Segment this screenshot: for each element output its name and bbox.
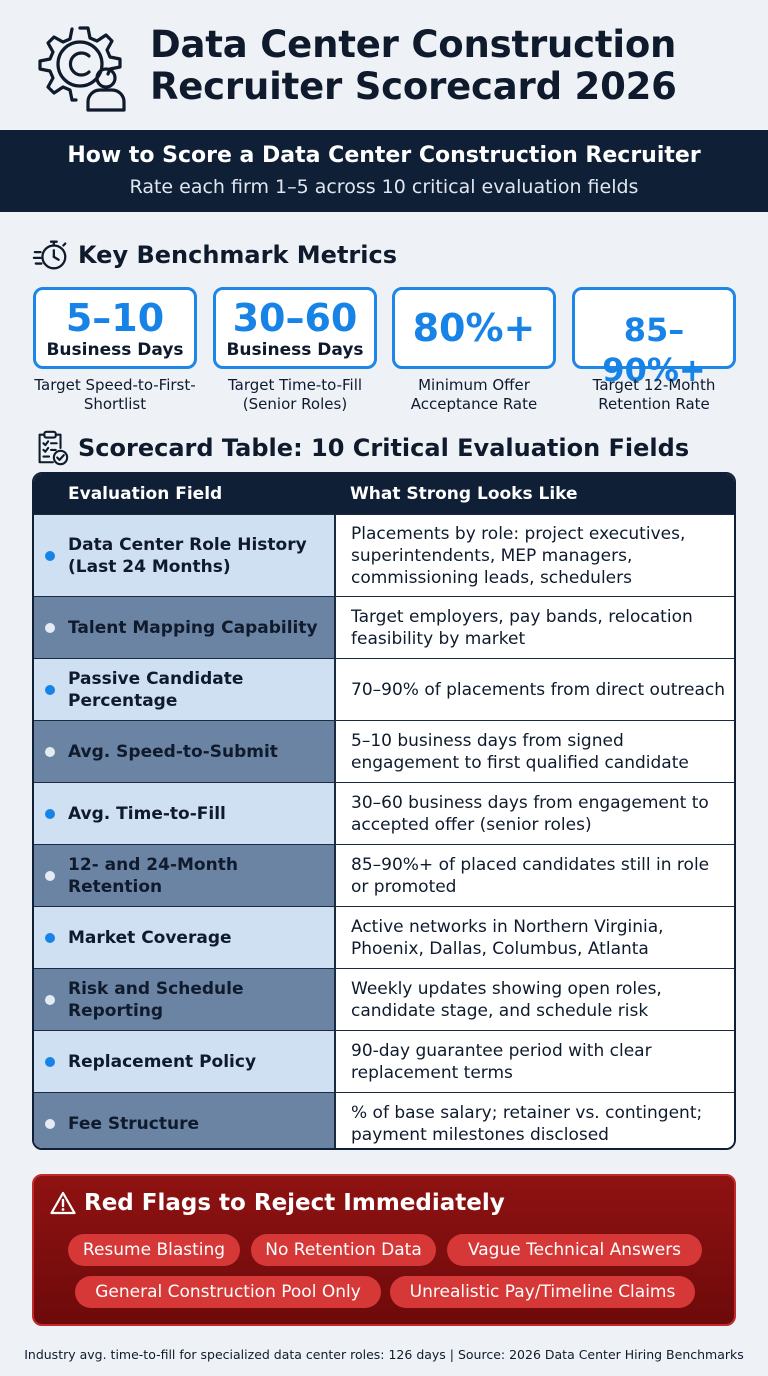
- strong-looks-like-cell: Placements by role: project executives, …: [338, 515, 734, 596]
- strong-looks-like-cell: 30–60 business days from engagement to a…: [338, 783, 734, 844]
- scorecard-heading-text: Scorecard Table: 10 Critical Evaluation …: [78, 434, 690, 462]
- bullet-dot-icon: [45, 622, 55, 633]
- table-header: Evaluation Field What Strong Looks Like: [34, 474, 734, 514]
- evaluation-field-cell: Passive Candidate Percentage: [34, 659, 336, 720]
- banner-title: How to Score a Data Center Construction …: [67, 143, 701, 168]
- metric-value: 85–90%+: [602, 311, 706, 389]
- evaluation-field-text: Avg. Speed-to-Submit: [68, 741, 278, 762]
- evaluation-field-cell: Avg. Speed-to-Submit: [34, 721, 336, 782]
- evaluation-field-cell: 12- and 24-Month Retention: [34, 845, 336, 906]
- table-row: Replacement Policy 90-day guarantee perio…: [34, 1030, 734, 1092]
- red-flags-panel: Red Flags to Reject Immediately Resume B…: [32, 1174, 736, 1326]
- strong-looks-like-cell: 85–90%+ of placed candidates still in ro…: [338, 845, 734, 906]
- evaluation-field-cell: Data Center Role History (Last 24 Months…: [34, 515, 336, 596]
- clipboard-check-icon: [38, 430, 69, 466]
- metric-label: Target 12-Month Retention Rate: [592, 376, 716, 413]
- table-row: Avg. Time-to-Fill 30–60 business days fro…: [34, 782, 734, 844]
- strong-looks-like-cell: 90-day guarantee period with clear repla…: [338, 1031, 734, 1092]
- bullet-dot-icon: [45, 932, 55, 943]
- evaluation-field-cell: Market Coverage: [34, 907, 336, 968]
- metric-unit: Business Days: [226, 340, 364, 360]
- red-flag-tag: Vague Technical Answers: [447, 1234, 702, 1266]
- metric-card-retention: 85–90%+: [572, 287, 736, 389]
- evaluation-field-cell: Risk and Schedule Reporting: [34, 969, 336, 1030]
- intro-banner: How to Score a Data Center Construction …: [0, 130, 768, 212]
- evaluation-field-text: Replacement Policy: [68, 1051, 257, 1072]
- strong-looks-like-cell: Target employers, pay bands, relocation …: [338, 597, 734, 658]
- table-row: 12- and 24-Month Retention 85–90%+ of pla…: [34, 844, 734, 906]
- evaluation-field-text: Fee Structure: [68, 1113, 199, 1134]
- evaluation-field-text: 12- and 24-Month Retention: [68, 854, 238, 897]
- evaluation-field-text: Passive Candidate Percentage: [68, 668, 244, 711]
- metric-card-shortlist: 5–10 Business Days: [33, 287, 197, 369]
- table-row: Data Center Role History (Last 24 Months…: [34, 514, 734, 596]
- red-flags-heading-text: Red Flags to Reject Immediately: [84, 1190, 505, 1216]
- table-row: Risk and Schedule Reporting Weekly update…: [34, 968, 734, 1030]
- page-title: Data Center Construction Recruiter Score…: [150, 24, 677, 108]
- red-flags-heading: Red Flags to Reject Immediately: [50, 1190, 505, 1216]
- warning-triangle-icon: [50, 1191, 76, 1215]
- table-row: Passive Candidate Percentage 70–90% of pl…: [34, 658, 734, 720]
- table-row: Market Coverage Active networks in Northe…: [34, 906, 734, 968]
- bullet-dot-icon: [45, 550, 55, 561]
- bullet-dot-icon: [45, 1056, 55, 1067]
- metric-card-offer-acceptance: 80%+: [392, 287, 556, 369]
- header: Data Center Construction Recruiter Score…: [0, 0, 768, 130]
- table-row: Talent Mapping Capability Target employer…: [34, 596, 734, 658]
- scorecard-heading: Scorecard Table: 10 Critical Evaluation …: [32, 429, 689, 467]
- stopwatch-icon: [32, 240, 67, 270]
- metric-value: 80%+: [412, 306, 536, 350]
- evaluation-field-text: Market Coverage: [68, 927, 232, 948]
- metric-value: 5–10: [65, 296, 165, 340]
- evaluation-field-text: Data Center Role History (Last 24 Months…: [68, 534, 307, 577]
- bullet-dot-icon: [45, 808, 55, 819]
- title-line-1: Data Center Construction: [150, 23, 677, 66]
- red-flag-tag: Resume Blasting: [68, 1234, 240, 1266]
- bullet-dot-icon: [45, 994, 55, 1005]
- strong-looks-like-cell: 70–90% of placements from direct outreac…: [338, 659, 734, 720]
- banner-subtitle: Rate each firm 1–5 across 10 critical ev…: [129, 176, 639, 198]
- benchmarks-heading: Key Benchmark Metrics: [32, 236, 397, 274]
- evaluation-field-cell: Avg. Time-to-Fill: [34, 783, 336, 844]
- strong-looks-like-cell: Weekly updates showing open roles, candi…: [338, 969, 734, 1030]
- bullet-dot-icon: [45, 870, 55, 881]
- metric-label: Target Time-to-Fill (Senior Roles): [227, 376, 363, 413]
- strong-looks-like-cell: Active networks in Northern Virginia, Ph…: [338, 907, 734, 968]
- metric-label: Minimum Offer Acceptance Rate: [410, 376, 538, 413]
- title-line-2: Recruiter Scorecard 2026: [150, 65, 677, 108]
- strong-looks-like-cell: % of base salary; retainer vs. contingen…: [338, 1093, 734, 1148]
- bullet-dot-icon: [45, 746, 55, 757]
- benchmarks-heading-text: Key Benchmark Metrics: [78, 241, 397, 269]
- table-row: Avg. Speed-to-Submit 5–10 business days f…: [34, 720, 734, 782]
- table-row: Fee Structure % of base salary; retainer …: [34, 1092, 734, 1148]
- evaluation-field-text: Talent Mapping Capability: [68, 617, 318, 638]
- footer-source-note: Industry avg. time-to-fill for specializ…: [24, 1347, 744, 1362]
- strong-looks-like-cell: 5–10 business days from signed engagemen…: [338, 721, 734, 782]
- column-header-field: Evaluation Field: [68, 484, 223, 504]
- evaluation-field-cell: Replacement Policy: [34, 1031, 336, 1092]
- red-flag-tag: Unrealistic Pay/Timeline Claims: [390, 1276, 695, 1308]
- bullet-dot-icon: [45, 684, 55, 695]
- metric-card-time-to-fill: 30–60 Business Days: [213, 287, 377, 369]
- red-flag-tag: General Construction Pool Only: [75, 1276, 381, 1308]
- evaluation-field-text: Avg. Time-to-Fill: [68, 803, 226, 824]
- scorecard-table: Evaluation Field What Strong Looks Like …: [32, 472, 736, 1150]
- column-header-description: What Strong Looks Like: [350, 484, 578, 504]
- evaluation-field-text: Risk and Schedule Reporting: [68, 978, 244, 1021]
- metric-value: 30–60: [232, 296, 358, 340]
- evaluation-field-cell: Talent Mapping Capability: [34, 597, 336, 658]
- red-flag-tag: No Retention Data: [251, 1234, 436, 1266]
- metric-unit: Business Days: [46, 340, 184, 360]
- evaluation-field-cell: Fee Structure: [34, 1093, 336, 1148]
- bullet-dot-icon: [45, 1118, 55, 1129]
- metric-label: Target Speed-to-First-Shortlist: [34, 376, 196, 413]
- gear-recruiter-icon: [38, 26, 126, 112]
